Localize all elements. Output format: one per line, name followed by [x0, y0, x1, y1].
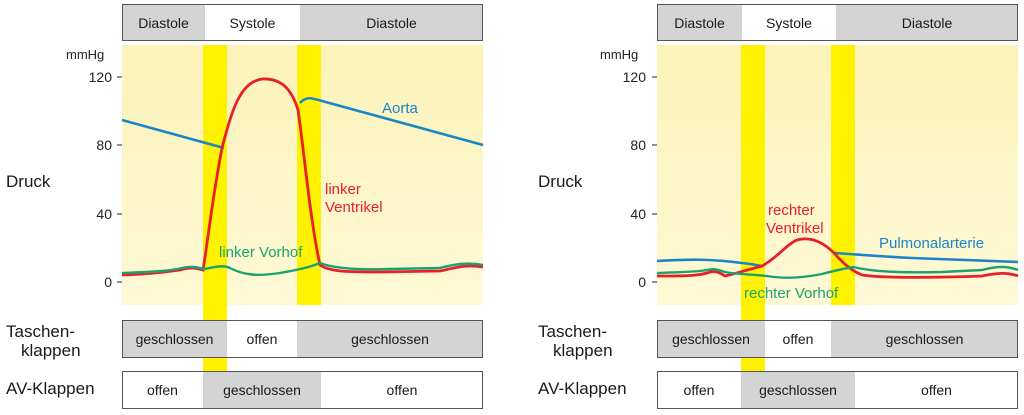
- right-taschen-offen: offen: [765, 320, 831, 358]
- left-ventricle-curve: [121, 77, 484, 277]
- left-atrium-label: linker Vorhof: [219, 244, 303, 261]
- left-av-geschlossen: geschlossen: [203, 371, 321, 409]
- right-phase-diastole-2: Diastole: [836, 4, 1018, 41]
- right-av-offen-2: offen: [855, 371, 1018, 409]
- right-taschen-label-1: Taschen-: [538, 322, 607, 341]
- left-phase-diastole-1: Diastole: [122, 4, 205, 41]
- right-av-label: AV-Klappen: [538, 379, 627, 398]
- right-phase-systole: Systole: [742, 4, 836, 41]
- left-phase-diastole-2: Diastole: [300, 4, 483, 41]
- aorta-curve: [121, 96, 484, 150]
- right-ventricle-label-1: rechter: [768, 202, 815, 219]
- right-atrium-label: rechter Vorhof: [744, 285, 839, 302]
- left-av-label: AV-Klappen: [6, 379, 95, 398]
- left-taschen-geschlossen-2: geschlossen: [297, 320, 483, 358]
- right-unit-label: mmHg: [600, 47, 639, 62]
- left-tick-40: 40: [96, 206, 112, 222]
- right-ventricle-label-2: Ventrikel: [766, 220, 824, 237]
- left-tick-marks: [117, 76, 122, 283]
- right-av-geschlossen: geschlossen: [741, 371, 855, 409]
- right-tick-80: 80: [630, 137, 646, 153]
- left-taschen-offen: offen: [227, 320, 297, 358]
- left-taschen-label-2: klappen: [21, 341, 81, 360]
- left-tick-120: 120: [88, 69, 112, 85]
- right-av-offen-1: offen: [657, 371, 741, 409]
- left-curve-label-aorta: Aorta: [382, 100, 419, 117]
- right-taschen-geschlossen-2: geschlossen: [831, 320, 1018, 358]
- left-taschen-label-1: Taschen-: [6, 322, 75, 341]
- right-taschen-geschlossen-1: geschlossen: [657, 320, 765, 358]
- right-ventricle-curve: [656, 237, 1019, 279]
- right-phase-diastole-1: Diastole: [657, 4, 742, 41]
- right-tick-120: 120: [622, 69, 646, 85]
- right-tick-40: 40: [630, 206, 646, 222]
- right-tick-0: 0: [638, 274, 646, 290]
- left-taschen-geschlossen-1: geschlossen: [122, 320, 227, 358]
- left-pressure-chart: Aorta linker Ventrikel linker Vorhof: [117, 76, 484, 283]
- left-phase-systole: Systole: [205, 4, 300, 41]
- pulmonalarterie-label: Pulmonalarterie: [879, 235, 984, 252]
- left-tick-80: 80: [96, 137, 112, 153]
- pulmonalarterie-curve: [656, 251, 1019, 268]
- right-taschen-label-2: klappen: [553, 341, 613, 360]
- left-druck-label: Druck: [6, 172, 51, 191]
- left-av-offen-1: offen: [122, 371, 203, 409]
- left-ventricle-label-1: linker: [325, 181, 361, 198]
- left-tick-0: 0: [104, 274, 112, 290]
- left-av-offen-2: offen: [321, 371, 483, 409]
- left-atrium-curve: [121, 261, 484, 277]
- right-druck-label: Druck: [538, 172, 583, 191]
- right-atrium-curve: [656, 265, 1019, 279]
- aorta-label: Aorta: [382, 100, 419, 117]
- left-unit-label: mmHg: [66, 47, 105, 62]
- left-yellow-band-2: [297, 45, 321, 305]
- right-tick-marks: [652, 76, 657, 283]
- right-pressure-chart: rechter Ventrikel Pulmonalarterie rechte…: [652, 76, 1019, 302]
- left-ventricle-label-2: Ventrikel: [325, 199, 383, 216]
